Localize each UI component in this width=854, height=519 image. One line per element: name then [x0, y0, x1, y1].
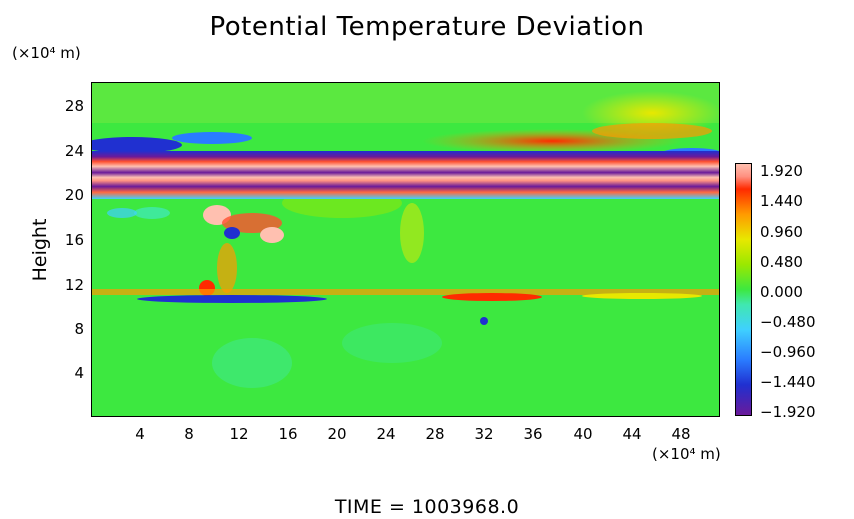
x-tick-label: 32 [474, 425, 494, 443]
y-axis-label: Height [29, 218, 51, 282]
colorbar-label: −0.480 [760, 313, 816, 331]
y-tick-label: 20 [64, 186, 84, 204]
colorbar-label: −1.440 [760, 373, 816, 391]
colorbar-label: 0.000 [760, 283, 803, 301]
colorbar-label: −0.960 [760, 343, 816, 361]
x-tick-label: 36 [523, 425, 543, 443]
x-tick-label: 8 [184, 425, 194, 443]
heatmap-field [92, 83, 719, 416]
x-tick-label: 40 [573, 425, 593, 443]
colorbar-label: 0.480 [760, 253, 803, 271]
x-tick-label: 48 [671, 425, 691, 443]
x-tick-label: 24 [376, 425, 396, 443]
y-tick-label: 16 [64, 231, 84, 249]
y-tick-label: 4 [74, 364, 84, 382]
colorbar-label: −1.920 [760, 403, 816, 421]
colorbar-label: 0.960 [760, 223, 803, 241]
x-tick-label: 4 [135, 425, 145, 443]
y-tick-label: 28 [64, 97, 84, 115]
y-tick-label: 12 [64, 276, 84, 294]
y-tick-label: 24 [64, 142, 84, 160]
y-axis-unit: (×10⁴ m) [12, 44, 81, 62]
x-tick-label: 16 [278, 425, 298, 443]
time-stamp: TIME = 1003968.0 [334, 496, 520, 518]
x-tick-label: 28 [425, 425, 445, 443]
heatmap-plot [91, 82, 720, 417]
colorbar-label: 1.440 [760, 192, 803, 210]
colorbar-label: 1.920 [760, 162, 803, 180]
colorbar [735, 163, 752, 416]
x-tick-label: 44 [622, 425, 642, 443]
x-tick-label: 12 [229, 425, 249, 443]
x-axis-unit: (×10⁴ m) [652, 445, 721, 463]
chart-title: Potential Temperature Deviation [209, 12, 645, 42]
x-tick-label: 20 [327, 425, 347, 443]
y-tick-label: 8 [74, 320, 84, 338]
